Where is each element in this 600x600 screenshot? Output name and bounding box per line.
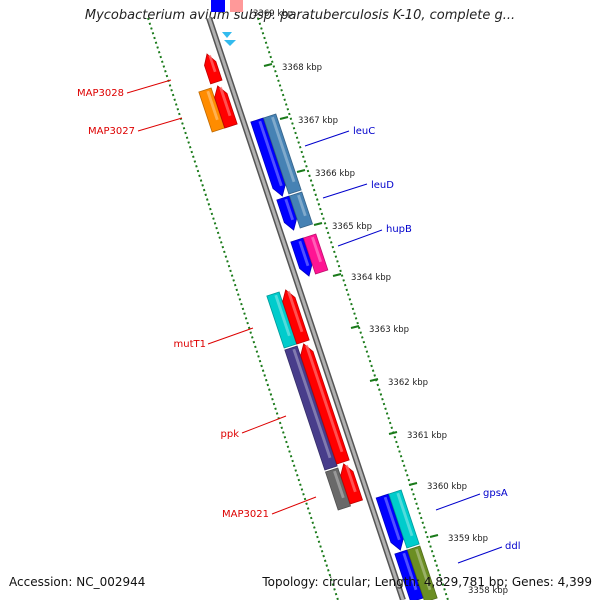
gene-map3027-cds-highlight	[219, 86, 232, 117]
gene-labels: MAP3028 MAP3027 leuC leuD hupB mutT1 ppk…	[77, 88, 520, 552]
gene-leuc-gene-highlight	[271, 116, 296, 183]
gene-leud-gene-body	[288, 191, 314, 229]
gene-ddl-cds-highlight	[402, 552, 418, 591]
features	[198, 0, 438, 600]
gene-ppk-feature-purple-highlight	[292, 348, 332, 459]
gene-map3027-feature-orange-highlight	[206, 90, 219, 121]
major-tick	[369, 378, 379, 382]
connector-map3021	[271, 496, 317, 515]
feature-top-pink	[230, 0, 243, 12]
gene-gpsa-feature-cyan-highlight	[396, 492, 414, 537]
connector-leuc	[304, 130, 350, 147]
backbone	[206, 17, 406, 600]
gene-hupb-feature-magenta[interactable]	[302, 233, 329, 275]
feature-small-cyan-2	[224, 40, 236, 46]
feature-small-cyan-1	[222, 32, 232, 38]
gene-map3028-cds[interactable]	[204, 53, 223, 85]
connector-map3028	[126, 79, 172, 94]
tick-lines	[147, 17, 449, 600]
gene-label-map3027[interactable]: MAP3027	[88, 126, 135, 137]
gene-ddl-feature-olive[interactable]	[406, 545, 438, 600]
gene-label-map3028[interactable]: MAP3028	[77, 88, 124, 99]
gene-label-hupb[interactable]: hupB	[386, 224, 412, 235]
gene-hupb-feature-magenta-body	[302, 233, 329, 275]
gene-label-map3021[interactable]: MAP3021	[222, 509, 269, 520]
gene-leuc-gene[interactable]	[262, 113, 302, 195]
accession-text: Accession: NC_002944	[9, 575, 146, 589]
major-ticks	[263, 63, 439, 538]
kbp-label: 3361 kbp	[407, 431, 447, 441]
kbp-label: 3367 kbp	[298, 116, 338, 126]
left-tick-line	[147, 17, 339, 600]
gene-leud-cds[interactable]	[276, 195, 298, 231]
gene-hupb-feature-magenta-highlight	[311, 236, 323, 263]
kbp-label: 3366 kbp	[315, 169, 355, 179]
kbp-label: 3368 kbp	[282, 63, 322, 73]
gene-label-leud[interactable]: leuD	[371, 180, 394, 191]
gene-map3021-feature-gray-highlight	[333, 470, 345, 499]
connector-hupb	[337, 229, 383, 247]
kbp-label: 3362 kbp	[388, 378, 428, 388]
connector-mutt1	[207, 327, 254, 345]
kbp-label: 3363 kbp	[369, 325, 409, 335]
gene-mutt1-cds[interactable]	[282, 289, 310, 345]
connector-map3027	[137, 117, 183, 132]
gene-leud-gene[interactable]	[288, 191, 314, 229]
major-tick	[408, 482, 418, 486]
label-connectors	[126, 79, 503, 564]
gene-label-ppk[interactable]: ppk	[221, 429, 240, 440]
gene-ddl-feature-olive-highlight	[415, 548, 432, 591]
kbp-label: 3358 kbp	[468, 586, 508, 596]
gene-hupb-cds-highlight	[298, 240, 310, 267]
major-tick	[388, 431, 398, 435]
genome-summary-text: Topology: circular; Length: 4,829,781 bp…	[262, 575, 592, 589]
connector-leud	[322, 183, 368, 199]
major-tick	[279, 116, 289, 120]
connector-ddl	[457, 546, 503, 564]
connector-gpsa	[435, 493, 481, 511]
kbp-labels: 3369 kbp 3368 kbp 3367 kbp 3366 kbp 3365…	[253, 9, 508, 596]
gene-map3028-cds-highlight	[208, 54, 217, 73]
major-tick	[313, 222, 323, 226]
gene-ppk-cds[interactable]	[300, 343, 350, 465]
kbp-label: 3359 kbp	[448, 534, 488, 544]
gene-label-gpsa[interactable]: gpsA	[483, 488, 508, 499]
major-tick	[350, 325, 360, 329]
kbp-label: 3369 kbp	[253, 9, 293, 19]
gene-label-ddl[interactable]: ddl	[505, 541, 520, 552]
connector-ppk	[241, 415, 287, 434]
gene-gpsa-feature-cyan[interactable]	[388, 489, 420, 549]
right-tick-line	[257, 17, 449, 600]
gene-mutt1-cds-highlight	[287, 290, 304, 333]
gene-leuc-cds-highlight	[258, 120, 283, 187]
gene-map3027-cds[interactable]	[214, 85, 238, 129]
major-tick	[332, 273, 342, 277]
major-tick	[263, 63, 273, 67]
map-title: Mycobacterium avium subsp. paratuberculo…	[84, 8, 516, 23]
gene-ppk-cds-highlight	[305, 344, 344, 453]
gene-map3021-cds[interactable]	[340, 463, 364, 505]
gene-gpsa-cds-highlight	[383, 496, 401, 541]
gene-map3021-cds-highlight	[345, 464, 357, 493]
gene-label-leuc[interactable]: leuC	[353, 126, 375, 137]
gene-leud-cds-highlight	[284, 198, 295, 221]
kbp-label: 3360 kbp	[427, 482, 467, 492]
major-tick	[429, 534, 439, 538]
major-tick	[296, 169, 306, 173]
feature-top-blue	[211, 0, 225, 12]
kbp-label: 3364 kbp	[351, 273, 391, 283]
gene-mutt1-feature-cyan-highlight	[274, 294, 291, 337]
kbp-label: 3365 kbp	[332, 222, 372, 232]
gene-label-mutt1[interactable]: mutT1	[174, 339, 206, 350]
gene-leud-gene-highlight	[297, 194, 307, 217]
